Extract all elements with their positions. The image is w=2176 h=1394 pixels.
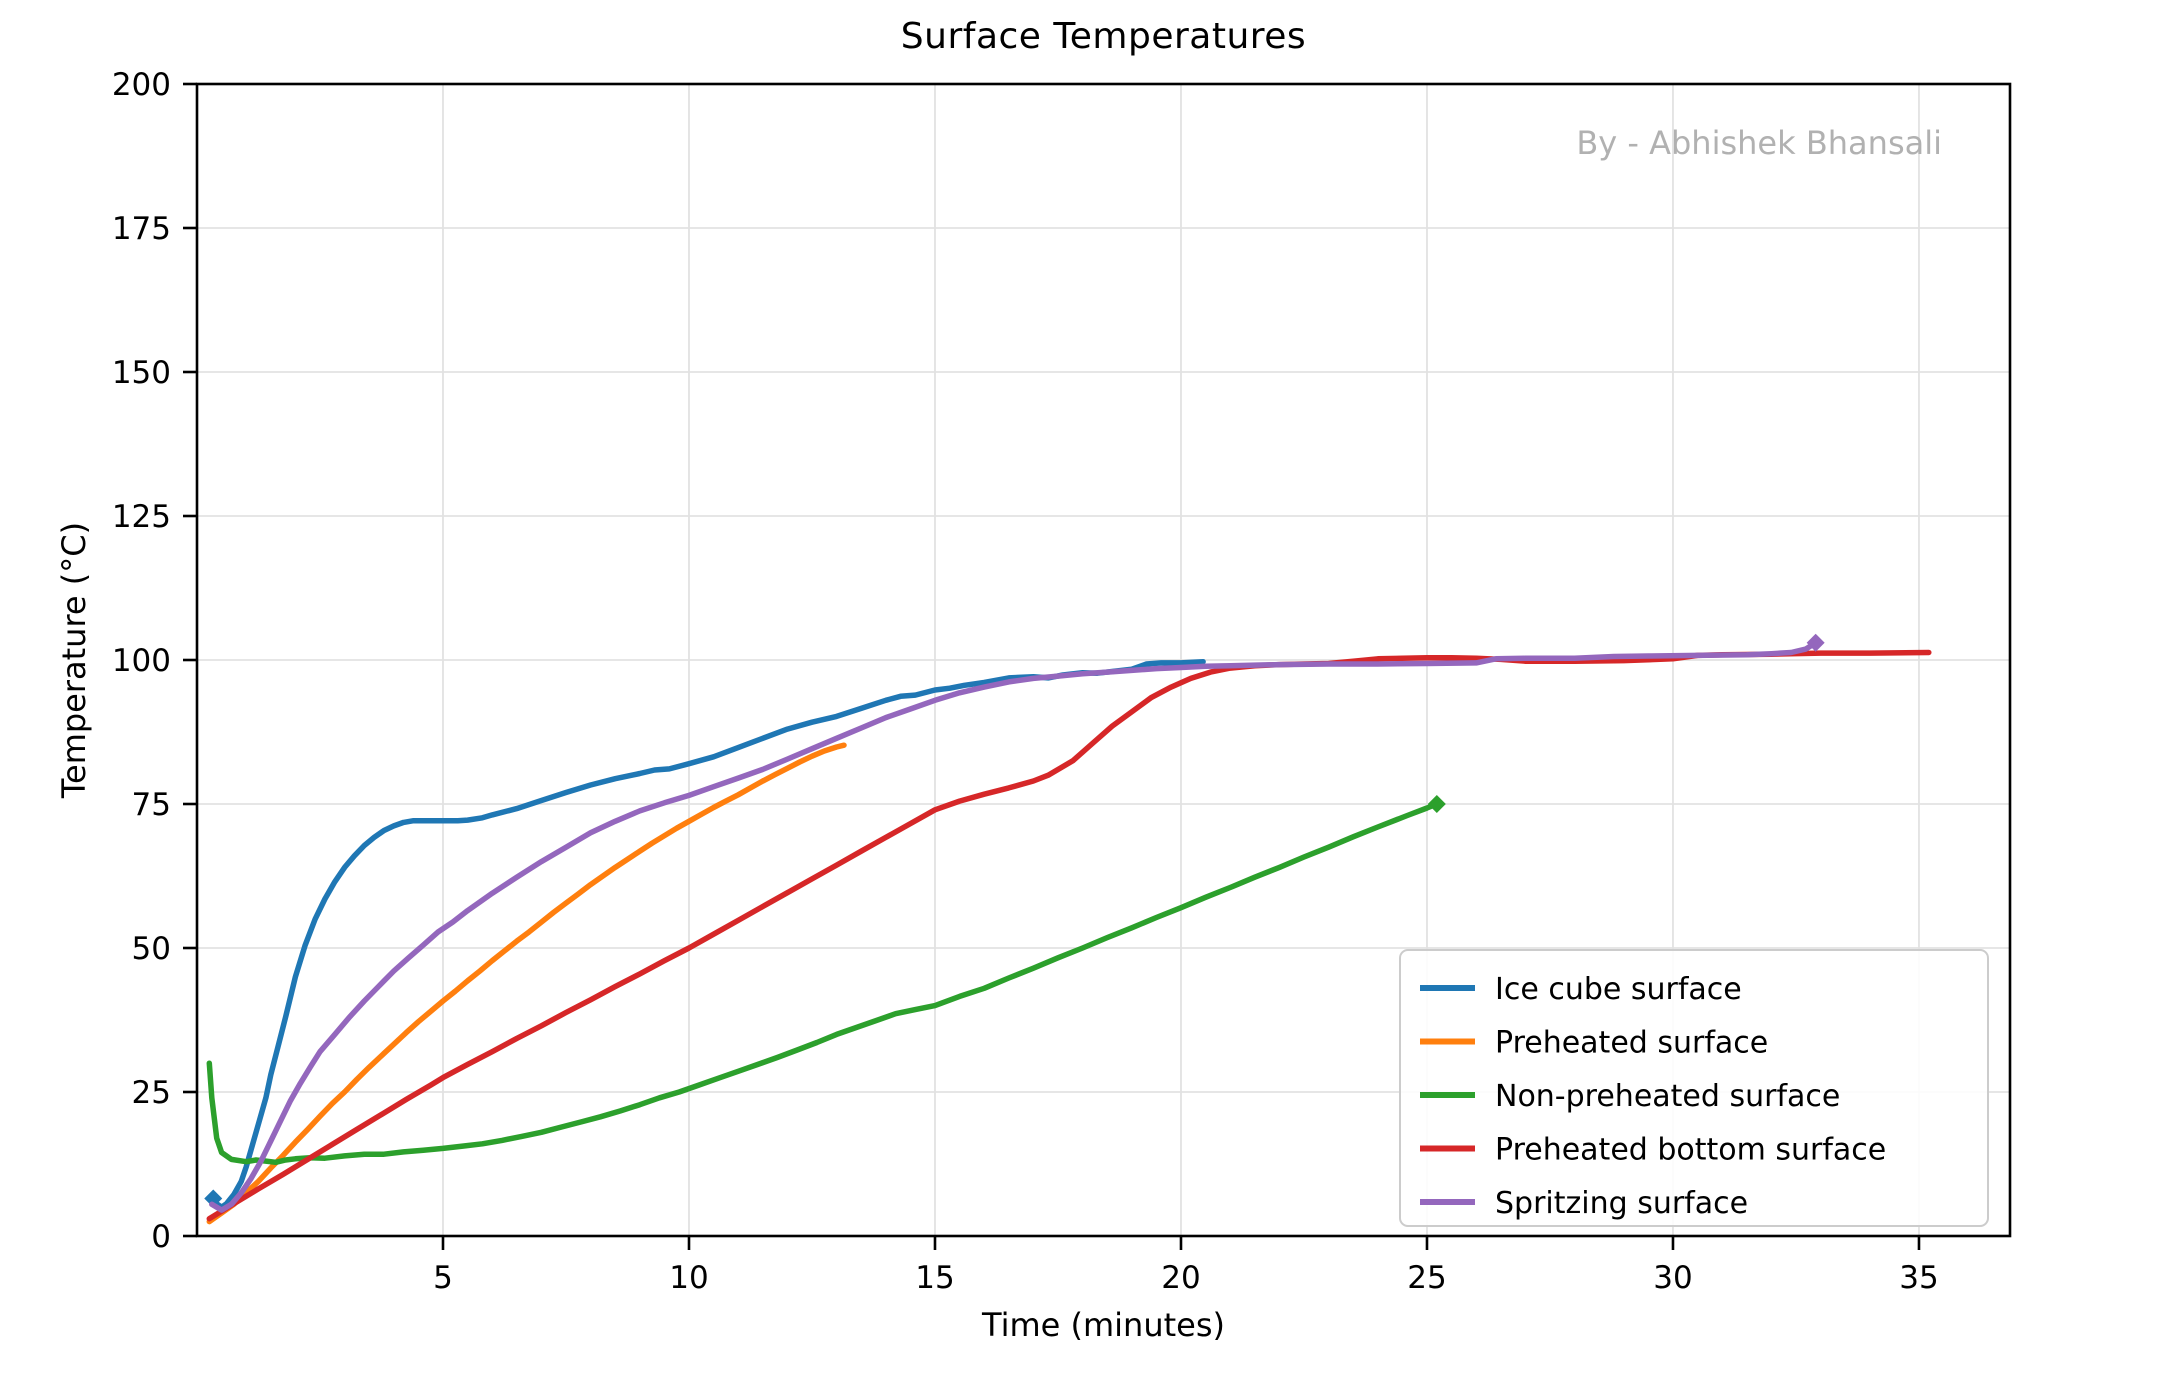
series-end-marker-non-preheated-surface bbox=[1427, 795, 1446, 813]
y-tick-label: 25 bbox=[132, 1075, 171, 1111]
legend-item-preheated-bottom-surface: Preheated bottom surface bbox=[1420, 1133, 1886, 1168]
x-tick-label: 20 bbox=[1161, 1260, 1200, 1296]
legend-label-preheated-surface: Preheated surface bbox=[1495, 1026, 1768, 1061]
y-tick-label: 100 bbox=[112, 643, 171, 679]
series-start-marker-ice-cube-surface bbox=[204, 1189, 223, 1208]
legend-item-preheated-surface: Preheated surface bbox=[1420, 1026, 1768, 1061]
x-tick-label: 30 bbox=[1653, 1260, 1692, 1296]
series-line-ice-cube-surface bbox=[210, 658, 1206, 1210]
legend-item-spritzing-surface: Spritzing surface bbox=[1420, 1186, 1748, 1221]
x-axis-label: Time (minutes) bbox=[982, 1306, 1225, 1344]
watermark-text: By - Abhishek Bhansali bbox=[1576, 124, 1942, 162]
x-tick-label: 35 bbox=[1899, 1260, 1938, 1296]
series-end-marker-spritzing-surface bbox=[1806, 633, 1825, 652]
legend-item-non-preheated-surface: Non-preheated surface bbox=[1420, 1079, 1840, 1114]
x-tick-label: 15 bbox=[915, 1260, 954, 1296]
series-line-preheated-surface bbox=[206, 742, 847, 1225]
legend: Ice cube surface Preheated surface Non-pre… bbox=[1399, 949, 1989, 1227]
legend-item-ice-cube-surface: Ice cube surface bbox=[1420, 972, 1742, 1007]
legend-box bbox=[1399, 949, 1989, 1227]
tick-labels: 5 10 15 20 25 30 35 0 25 50 75 100 125 150 175 200 bbox=[112, 67, 1939, 1296]
x-tick-label: 25 bbox=[1407, 1260, 1446, 1296]
y-tick-label: 50 bbox=[132, 931, 171, 967]
legend-label-preheated-bottom-surface: Preheated bottom surface bbox=[1495, 1133, 1886, 1168]
legend-label-spritzing-surface: Spritzing surface bbox=[1495, 1186, 1748, 1221]
y-tick-label: 150 bbox=[112, 355, 171, 391]
y-axis-label: Temperature (°C) bbox=[55, 521, 93, 799]
y-tick-label: 75 bbox=[132, 787, 171, 823]
x-tick-label: 10 bbox=[669, 1260, 708, 1296]
series-line-spritzing-surface bbox=[209, 639, 1819, 1213]
y-tick-label: 125 bbox=[112, 499, 171, 535]
y-tick-label: 175 bbox=[112, 211, 171, 247]
legend-label-non-preheated-surface: Non-preheated surface bbox=[1495, 1079, 1840, 1114]
tick-marks bbox=[183, 82, 1921, 1250]
y-tick-label: 200 bbox=[112, 67, 171, 103]
chart-title: Surface Temperatures bbox=[900, 16, 1307, 57]
series-line-preheated-bottom-surface bbox=[206, 649, 1932, 1222]
legend-label-ice-cube-surface: Ice cube surface bbox=[1495, 972, 1742, 1007]
x-tick-label: 5 bbox=[433, 1260, 453, 1296]
y-tick-label: 0 bbox=[151, 1219, 171, 1255]
